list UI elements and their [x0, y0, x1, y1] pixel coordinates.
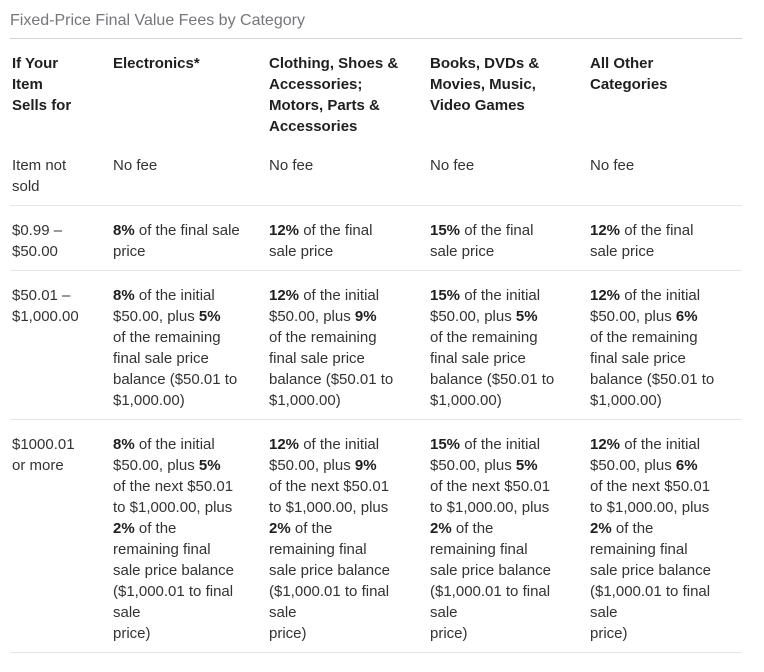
- page-title: Fixed-Price Final Value Fees by Category: [10, 10, 742, 39]
- fees-table: If Your Item Sells for Electronics* Clothi…: [10, 39, 742, 653]
- price-range-cell: Item not sold: [12, 157, 67, 195]
- price-range-cell: $0.99 – $50.00: [12, 222, 63, 260]
- table-row: $1000.01 or more 8% of the initial $50.00…: [10, 420, 742, 653]
- fee-cell: No fee: [430, 157, 475, 174]
- fee-cell: 12% of the final sale price: [269, 222, 373, 260]
- table-row: $0.99 – $50.00 8% of the final sale price…: [10, 206, 742, 271]
- fee-cell: 12% of the initial $50.00, plus 9% of th…: [269, 287, 394, 409]
- fee-cell: 8% of the final sale price: [113, 222, 240, 260]
- column-header-2: Clothing, Shoes & Accessories; Motors, P…: [269, 55, 399, 135]
- fee-cell: 8% of the initial $50.00, plus 5% of the…: [113, 287, 238, 409]
- fees-table-body: Item not sold No fee No fee No fee No fee $0.…: [10, 141, 742, 653]
- fee-cell: 12% of the initial $50.00, plus 6% of th…: [590, 287, 715, 409]
- column-header-3: Books, DVDs & Movies, Music, Video Games: [430, 55, 540, 114]
- price-range-cell: $50.01 – $1,000.00: [12, 287, 79, 325]
- header-row: If Your Item Sells for Electronics* Clothi…: [10, 39, 742, 141]
- fee-cell: 12% of the initial $50.00, plus 6% of th…: [590, 436, 711, 642]
- fee-cell: 15% of the final sale price: [430, 222, 534, 260]
- fee-cell: 15% of the initial $50.00, plus 5% of th…: [430, 436, 551, 642]
- fee-cell: 8% of the initial $50.00, plus 5% of the…: [113, 436, 234, 642]
- fee-cell: No fee: [269, 157, 314, 174]
- column-header-1: Electronics*: [113, 55, 200, 72]
- table-row: Item not sold No fee No fee No fee No fee: [10, 141, 742, 206]
- fees-page: Fixed-Price Final Value Fees by Category…: [10, 10, 742, 653]
- column-header-4: All Other Categories: [590, 55, 668, 93]
- fee-cell: No fee: [590, 157, 635, 174]
- fee-cell: No fee: [113, 157, 158, 174]
- table-row: $50.01 – $1,000.00 8% of the initial $50.…: [10, 271, 742, 420]
- fee-cell: 15% of the initial $50.00, plus 5% of th…: [430, 287, 555, 409]
- fee-cell: 12% of the initial $50.00, plus 9% of th…: [269, 436, 390, 642]
- price-range-cell: $1000.01 or more: [12, 436, 75, 474]
- column-header-0: If Your Item Sells for: [12, 55, 72, 114]
- fee-cell: 12% of the final sale price: [590, 222, 694, 260]
